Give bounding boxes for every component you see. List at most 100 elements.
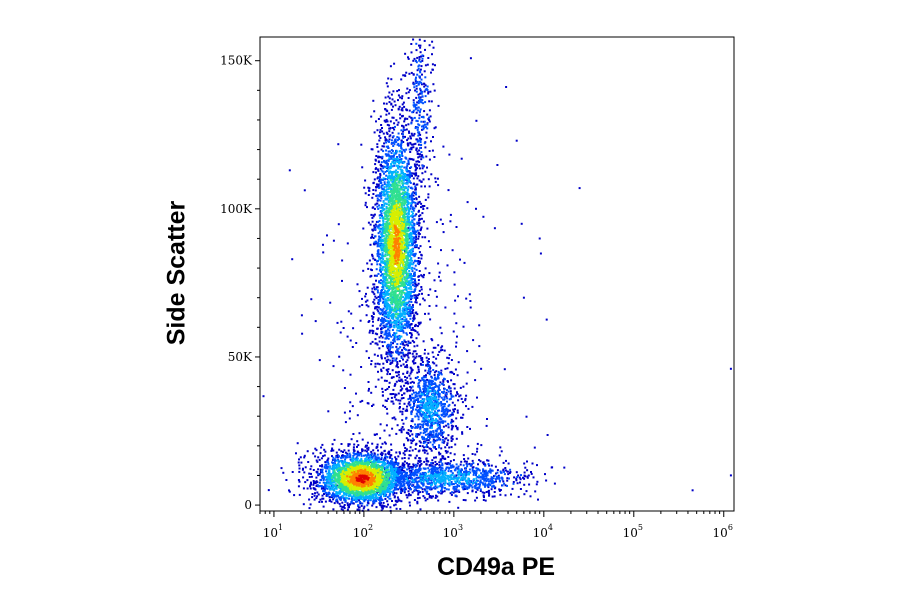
- event-dot: [417, 418, 420, 421]
- event-dot: [400, 480, 403, 483]
- event-dot: [417, 333, 420, 336]
- event-dot: [391, 346, 394, 349]
- event-dot: [404, 327, 407, 330]
- event-dot: [420, 78, 423, 81]
- event-dot: [427, 352, 430, 355]
- event-dot: [404, 471, 407, 474]
- event-dot: [449, 371, 452, 374]
- event-dot: [446, 389, 448, 392]
- event-dot: [409, 494, 412, 497]
- event-dot: [410, 51, 413, 54]
- event-dot: [415, 103, 418, 106]
- event-dot: [513, 476, 516, 479]
- event-dot: [409, 386, 412, 388]
- event-dot: [469, 306, 472, 309]
- event-dot: [476, 479, 479, 482]
- event-dot: [405, 437, 408, 440]
- event-dot: [416, 410, 419, 413]
- event-dot: [439, 465, 442, 468]
- event-dot: [312, 480, 315, 482]
- event-dot: [343, 460, 346, 463]
- event-dot: [444, 403, 446, 405]
- event-dot: [415, 236, 417, 238]
- event-dot: [434, 439, 437, 442]
- event-dot: [465, 405, 467, 408]
- event-dot: [343, 504, 346, 506]
- event-dot: [434, 456, 437, 459]
- event-dot: [388, 155, 391, 157]
- event-dot: [396, 479, 398, 482]
- event-dot: [384, 153, 387, 156]
- event-dot: [403, 150, 406, 153]
- event-dot: [385, 353, 388, 355]
- event-dot: [339, 459, 342, 462]
- event-dot: [476, 447, 479, 450]
- event-dot: [384, 136, 387, 139]
- event-dot: [336, 501, 339, 504]
- event-dot: [414, 80, 417, 83]
- event-dot: [418, 262, 421, 264]
- event-dot: [443, 387, 446, 390]
- event-dot: [323, 448, 326, 451]
- event-dot: [530, 471, 532, 473]
- event-dot: [390, 343, 393, 346]
- event-dot: [398, 334, 401, 337]
- event-dot: [435, 221, 438, 224]
- event-dot: [418, 164, 421, 167]
- event-dot: [417, 415, 420, 418]
- event-dot: [385, 331, 388, 334]
- event-dot: [412, 291, 415, 293]
- event-dot: [411, 406, 414, 409]
- event-dot: [343, 492, 345, 494]
- event-dot: [447, 422, 450, 425]
- event-dot: [301, 468, 304, 471]
- event-dot: [381, 310, 384, 313]
- event-dot: [335, 486, 338, 489]
- event-dot: [426, 166, 428, 169]
- event-dot: [314, 455, 317, 458]
- event-dot: [383, 119, 386, 122]
- event-dot: [402, 141, 405, 143]
- event-dot: [405, 309, 408, 312]
- event-dot: [413, 317, 416, 320]
- event-dot: [330, 496, 333, 499]
- event-dot: [326, 459, 329, 461]
- event-dot: [419, 390, 422, 393]
- event-dot: [477, 463, 479, 466]
- event-dot: [490, 488, 493, 491]
- event-dot: [327, 465, 330, 468]
- event-dot: [430, 380, 433, 383]
- event-dot: [450, 493, 453, 496]
- event-dot: [429, 464, 432, 467]
- event-dot: [422, 449, 425, 452]
- event-dot: [405, 448, 408, 451]
- event-dot: [411, 250, 414, 253]
- event-dot: [498, 480, 501, 483]
- event-dot: [447, 380, 449, 383]
- event-dot: [374, 306, 377, 309]
- event-dot: [418, 58, 421, 61]
- event-dot: [379, 313, 382, 316]
- event-dot: [372, 229, 374, 232]
- event-dot: [379, 453, 382, 456]
- event-dot: [406, 326, 409, 329]
- event-dot: [396, 462, 399, 465]
- event-dot: [366, 444, 368, 447]
- event-dot: [337, 469, 340, 472]
- event-dot: [386, 373, 389, 376]
- event-dot: [296, 442, 299, 445]
- event-dot: [436, 486, 438, 489]
- event-dot: [378, 134, 381, 137]
- event-dot: [450, 436, 453, 439]
- event-dot: [391, 369, 394, 372]
- event-dot: [453, 312, 456, 315]
- event-dot: [390, 468, 393, 471]
- event-dot: [361, 438, 364, 441]
- event-dot: [335, 493, 338, 495]
- event-dot: [397, 498, 400, 501]
- event-dot: [434, 435, 437, 438]
- event-dot: [437, 426, 440, 429]
- event-dot: [378, 214, 381, 217]
- event-dot: [369, 455, 372, 458]
- event-dot: [491, 469, 494, 472]
